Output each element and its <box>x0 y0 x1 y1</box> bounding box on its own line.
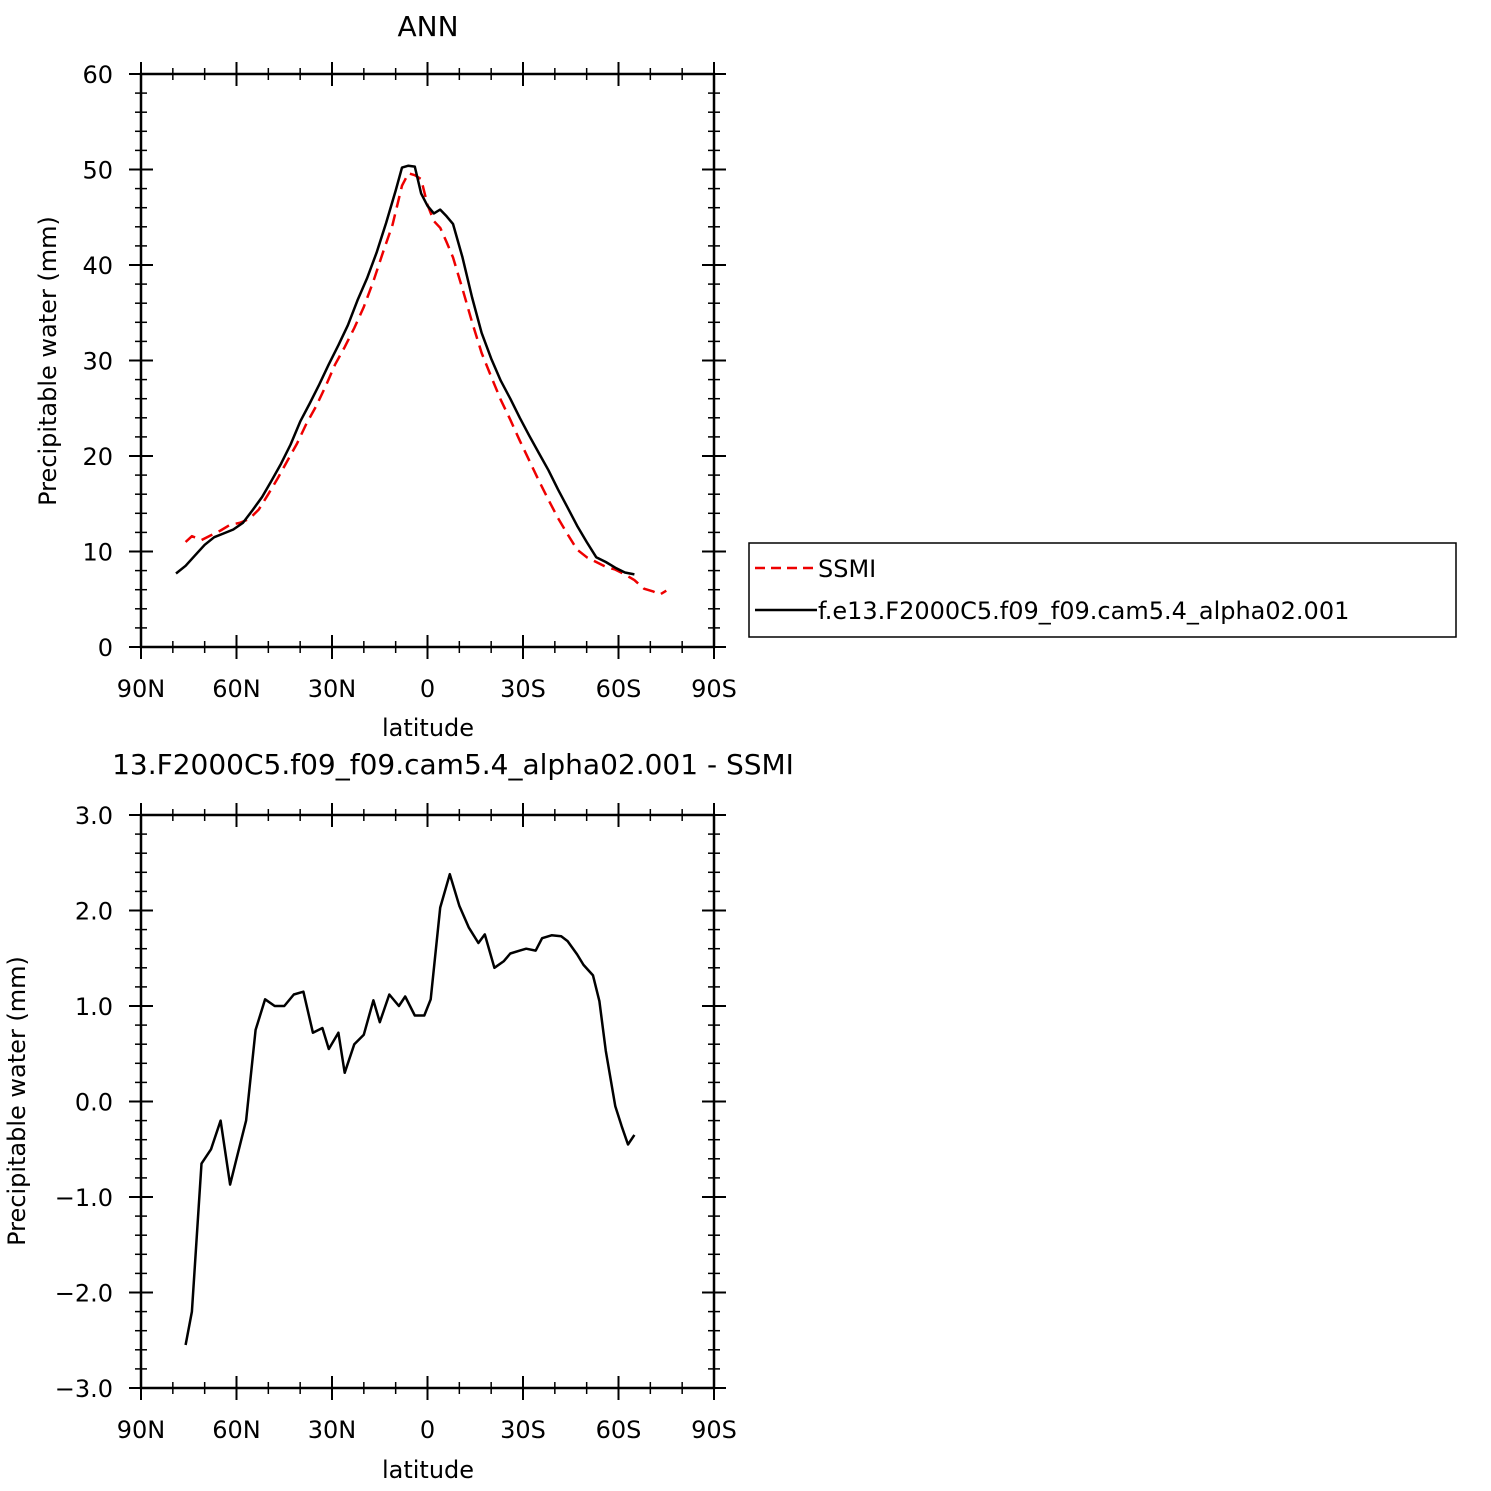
x-tick-label: 60S <box>596 1416 642 1444</box>
top-x-axis-label: latitude <box>382 714 474 742</box>
bottom-plot-frame <box>139 813 716 1390</box>
top-panel: ANN 90N 60N 30N 0 30S 60S 90S 0 10 20 30 40 50 60 lat… <box>34 10 737 742</box>
x-tick-label: 90N <box>117 1416 166 1444</box>
bottom-ticks: 90N 60N 30N 0 30S 60S 90S −3.0 −2.0 −1.0 0.0 1.0 2.0… <box>55 802 737 1444</box>
x-tick-label: 90S <box>691 1416 737 1444</box>
x-tick-label: 30S <box>500 675 546 703</box>
y-tick-label: 10 <box>82 539 113 567</box>
ssmi-line <box>184 172 667 596</box>
y-tick-label: 50 <box>82 157 113 185</box>
x-tick-label: 30N <box>308 1416 357 1444</box>
x-tick-label: 90N <box>117 675 166 703</box>
y-tick-label: 30 <box>82 348 113 376</box>
model-line <box>175 164 635 576</box>
bottom-panel: 13.F2000C5.f09_f09.cam5.4_alpha02.001 - … <box>3 748 794 1484</box>
y-tick-label: 1.0 <box>75 993 113 1021</box>
bottom-x-axis-label: latitude <box>382 1456 474 1484</box>
x-tick-label: 60S <box>596 675 642 703</box>
y-tick-label: 2.0 <box>75 898 113 926</box>
y-tick-label: 0.0 <box>75 1089 113 1117</box>
y-tick-label: 0 <box>98 634 113 662</box>
top-ticks: 90N 60N 30N 0 30S 60S 90S 0 10 20 30 40 50 60 <box>82 61 736 703</box>
y-tick-label: 20 <box>82 443 113 471</box>
difference-line <box>184 872 636 1346</box>
legend-box <box>748 542 1457 638</box>
y-tick-label: −1.0 <box>55 1184 113 1212</box>
y-tick-label: 40 <box>82 252 113 280</box>
legend-label-model: f.e13.F2000C5.f09_f09.cam5.4_alpha02.001 <box>818 597 1349 625</box>
top-y-axis-label: Precipitable water (mm) <box>34 216 62 506</box>
y-tick-label: −3.0 <box>55 1375 113 1403</box>
x-tick-label: 60N <box>212 1416 261 1444</box>
bottom-y-axis-label: Precipitable water (mm) <box>3 956 31 1246</box>
y-tick-label: −2.0 <box>55 1280 113 1308</box>
x-tick-label: 0 <box>420 675 435 703</box>
y-tick-label: 3.0 <box>75 802 113 830</box>
top-plot-frame <box>139 72 716 649</box>
x-tick-label: 0 <box>420 1416 435 1444</box>
y-tick-label: 60 <box>82 61 113 89</box>
x-tick-label: 30S <box>500 1416 546 1444</box>
bottom-plot-title: 13.F2000C5.f09_f09.cam5.4_alpha02.001 - … <box>112 748 794 781</box>
top-series <box>175 164 667 596</box>
bottom-series <box>184 872 636 1346</box>
top-plot-title: ANN <box>397 10 458 43</box>
x-tick-label: 30N <box>308 675 357 703</box>
x-tick-label: 60N <box>212 675 261 703</box>
legend: SSMI f.e13.F2000C5.f09_f09.cam5.4_alpha0… <box>748 542 1457 638</box>
x-tick-label: 90S <box>691 675 737 703</box>
legend-label-ssmi: SSMI <box>818 555 876 583</box>
